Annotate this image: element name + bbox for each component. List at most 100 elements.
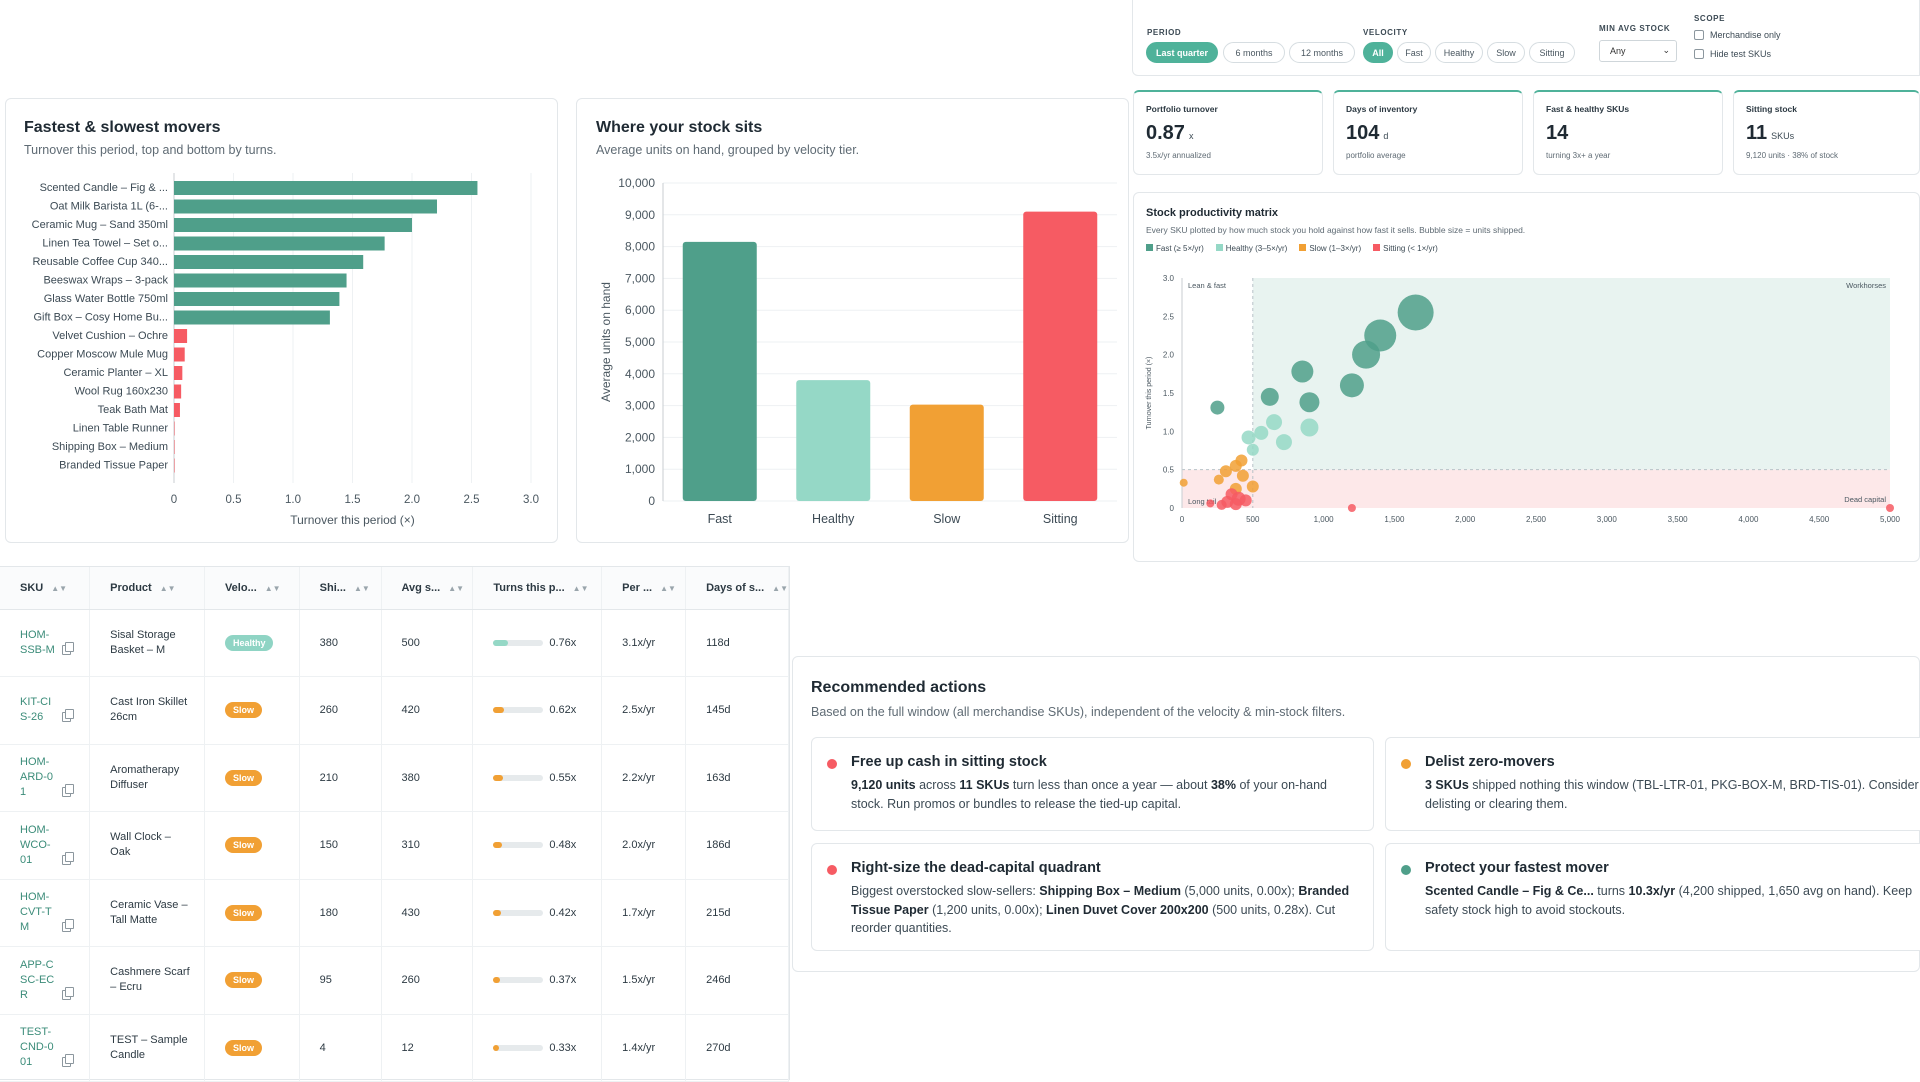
turns-bar — [493, 977, 544, 984]
col-shipped[interactable]: Shi... ▲▼ — [299, 567, 382, 610]
sort-icon: ▲▼ — [660, 583, 676, 593]
velocity-all[interactable]: All — [1363, 42, 1393, 63]
per-year-cell: 3.1x/yr — [601, 609, 687, 677]
bubble — [1254, 425, 1269, 440]
sku-cell[interactable]: HOM-CVT-TM — [0, 879, 91, 947]
sku-cell[interactable]: HOM-WCO-01 — [0, 811, 91, 880]
table-row[interactable]: HOM-ARD-01 Aromatherapy Diffuser Slow 210 38… — [0, 744, 789, 812]
table-row[interactable]: HOM-CVT-TM Ceramic Vase – Tall Matte Slow 1… — [0, 879, 789, 947]
copy-icon[interactable] — [62, 709, 74, 723]
bubble — [1260, 387, 1279, 406]
sku-cell[interactable]: HOM-SSB-M — [0, 609, 91, 677]
kpi-days-of-inventory: Days of inventory 104 d portfolio average — [1333, 90, 1523, 175]
y-tick-label: 9,000 — [625, 208, 655, 222]
sku-cell[interactable]: APP-CSC-ECR — [0, 946, 91, 1015]
status-dot-icon — [1401, 865, 1411, 875]
y-tick-label: 8,000 — [625, 240, 655, 254]
col-per-year[interactable]: Per ... ▲▼ — [601, 567, 687, 610]
scope-hide-test-checkbox[interactable]: Hide test SKUs — [1694, 49, 1771, 59]
turns-bar — [493, 842, 544, 849]
bubble — [1213, 474, 1224, 485]
sku-cell[interactable]: HOM-ARD-01 — [0, 744, 91, 812]
table-row[interactable]: HOM-WCO-01 Wall Clock – Oak Slow 150 310 0.48… — [0, 811, 789, 880]
quadrant-label: Lean & fast — [1188, 281, 1227, 290]
kpi-portfolio-turnover: Portfolio turnover 0.87 x 3.5x/yr annuali… — [1133, 90, 1323, 175]
y-tick-label: Scented Candle – Fig & ... — [40, 182, 168, 194]
period-12-months[interactable]: 12 months — [1289, 42, 1355, 63]
min-stock-select[interactable]: Any ⌄ — [1599, 40, 1677, 62]
y-tick-label: 10,000 — [618, 176, 655, 190]
table-row[interactable]: HOM-SSB-M Sisal Storage Basket – M Healthy… — [0, 609, 789, 677]
x-tick-label: Slow — [933, 512, 961, 526]
col-turns[interactable]: Turns this p... ▲▼ — [472, 567, 603, 610]
bar — [174, 403, 180, 417]
sort-icon: ▲▼ — [51, 583, 68, 593]
bubble — [1236, 469, 1249, 482]
sku-cell[interactable]: KIT-CIS-26 — [0, 676, 91, 745]
velocity-sitting[interactable]: Sitting — [1529, 42, 1575, 63]
table-row[interactable]: TEST-CND-001 TEST – Sample Candle Slow 4 12 0… — [0, 1014, 789, 1082]
bubble — [1229, 459, 1242, 472]
period-last-quarter[interactable]: Last quarter — [1146, 42, 1218, 63]
x-tick-label: 500 — [1246, 515, 1260, 524]
col-product[interactable]: Product ▲▼ — [89, 567, 205, 610]
turns-cell: 0.62x — [472, 676, 603, 745]
bar — [174, 292, 340, 306]
col-velocity[interactable]: Velo... ▲▼ — [204, 567, 300, 610]
col-avg-stock[interactable]: Avg s... ▲▼ — [381, 567, 474, 610]
x-tick-label: Fast — [708, 512, 733, 526]
table-row[interactable]: APP-CSC-ECR Cashmere Scarf – Ecru Slow 95 26… — [0, 946, 789, 1015]
x-tick-label: 1,500 — [1384, 515, 1405, 524]
checkbox-icon — [1694, 30, 1704, 40]
legend-sitting: Sitting (< 1×/yr) — [1373, 244, 1438, 253]
velocity-slow[interactable]: Slow — [1487, 42, 1525, 63]
scope-label: SCOPE — [1694, 14, 1726, 23]
action-body: 9,120 units across 11 SKUs turn less tha… — [851, 778, 1328, 811]
x-tick-label: 2,500 — [1526, 515, 1547, 524]
per-year-cell: 2.0x/yr — [601, 811, 687, 880]
period-6-months[interactable]: 6 months — [1223, 42, 1285, 63]
col-sku[interactable]: SKU ▲▼ — [0, 567, 91, 610]
sku-cell[interactable]: TEST-CND-001 — [0, 1014, 91, 1082]
copy-icon[interactable] — [62, 851, 74, 865]
status-badge: Slow — [224, 837, 262, 854]
copy-icon[interactable] — [62, 986, 74, 1000]
action-title: Right-size the dead-capital quadrant — [851, 860, 1101, 876]
bubble — [1397, 294, 1434, 331]
y-tick-label: Linen Tea Towel – Set o... — [42, 238, 168, 250]
scope-merch-checkbox[interactable]: Merchandise only — [1694, 30, 1781, 40]
action-card-free-cash: Free up cash in sitting stock 9,120 unit… — [811, 737, 1374, 831]
legend-fast: Fast (≥ 5×/yr) — [1146, 244, 1204, 253]
action-card-right-size: Right-size the dead-capital quadrant Big… — [811, 843, 1374, 951]
avg-stock-cell: 380 — [381, 744, 474, 812]
copy-icon[interactable] — [62, 784, 74, 798]
bubble — [1886, 504, 1894, 512]
sort-icon: ▲▼ — [264, 583, 281, 593]
col-days[interactable]: Days of s... ▲▼ — [685, 567, 789, 610]
bubble — [1206, 499, 1215, 508]
table-row[interactable]: KIT-CIS-26 Cast Iron Skillet 26cm Slow 260 4… — [0, 676, 789, 745]
x-tick-label: 2.5 — [464, 494, 480, 506]
bubble — [1179, 478, 1188, 487]
y-axis-label: Turnover this period (×) — [1146, 357, 1153, 430]
movers-panel: Fastest & slowest movers Turnover this p… — [5, 98, 558, 543]
y-tick-label: 0 — [648, 494, 655, 508]
bar — [174, 255, 364, 269]
shipped-cell: 4 — [299, 1014, 382, 1082]
turns-cell: 0.55x — [472, 744, 603, 812]
quadrant-label: Dead capital — [1844, 495, 1886, 504]
kpi-label: Fast & healthy SKUs — [1546, 104, 1630, 114]
copy-icon[interactable] — [62, 641, 74, 655]
velocity-label: VELOCITY — [1363, 28, 1408, 37]
velocity-healthy[interactable]: Healthy — [1435, 42, 1483, 63]
y-tick-label: Ceramic Planter – XL — [63, 367, 168, 379]
y-tick-label: 2.0 — [1163, 351, 1175, 360]
copy-icon[interactable] — [62, 919, 74, 933]
y-tick-label: Glass Water Bottle 750ml — [44, 293, 168, 305]
action-title: Free up cash in sitting stock — [851, 754, 1047, 770]
velocity-fast[interactable]: Fast — [1397, 42, 1431, 63]
copy-icon[interactable] — [62, 1054, 74, 1068]
scope-merch-label: Merchandise only — [1710, 30, 1781, 40]
avg-stock-cell: 12 — [381, 1014, 474, 1082]
velocity-cell: Slow — [204, 811, 300, 880]
